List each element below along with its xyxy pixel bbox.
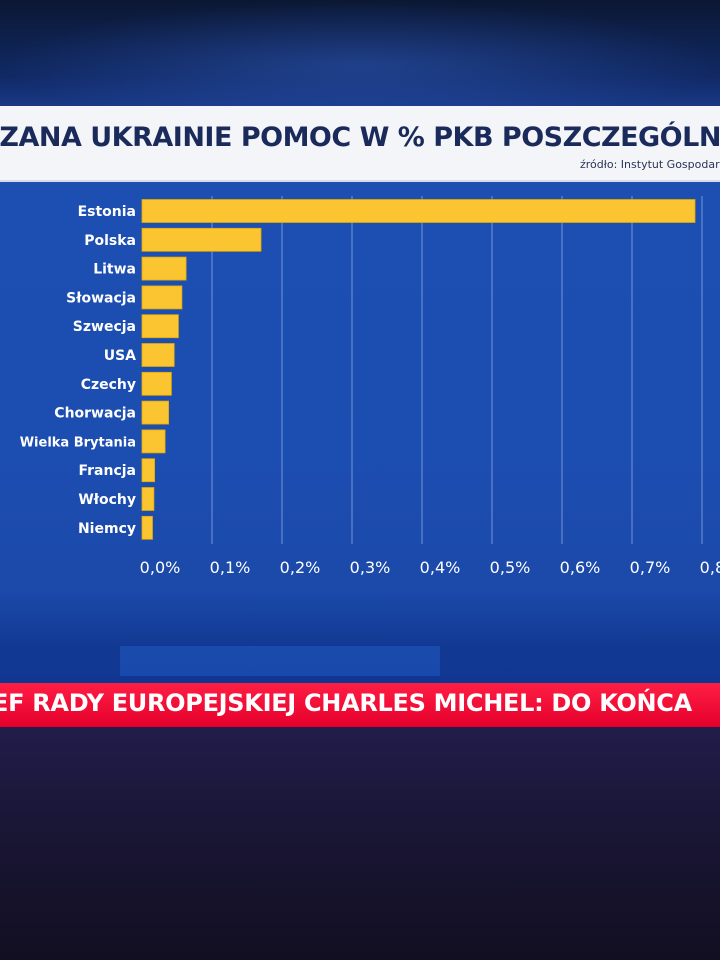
category-labels: Estonia Polska Litwa Słowacja Szwecja USA Czec… bbox=[20, 204, 136, 537]
category-label: Wielka Brytania bbox=[20, 435, 136, 450]
bar bbox=[141, 515, 153, 540]
category-label: Niemcy bbox=[78, 521, 136, 537]
chart-source: źródło: Instytut Gospodark bbox=[579, 158, 720, 171]
category-label: USA bbox=[104, 348, 136, 364]
category-label: Litwa bbox=[93, 262, 136, 278]
tick-label: 0,3% bbox=[350, 558, 391, 577]
bar bbox=[141, 458, 155, 483]
tick-label: 0,7% bbox=[630, 558, 671, 577]
bar bbox=[141, 487, 155, 511]
bar bbox=[141, 343, 175, 367]
tick-label: 0,0% bbox=[140, 558, 181, 577]
panel-stripe bbox=[120, 646, 440, 676]
chart-title: ZANA UKRAINIE POMOC W % PKB POSZCZEGÓLNY bbox=[0, 122, 720, 153]
bars bbox=[141, 199, 696, 540]
bar bbox=[141, 400, 170, 425]
bar-chart: Estonia Polska Litwa Słowacja Szwecja USA Czec… bbox=[20, 196, 720, 577]
category-label: Włochy bbox=[78, 492, 136, 508]
tick-label: 0,5% bbox=[490, 558, 531, 577]
bar bbox=[141, 199, 696, 223]
category-label: Chorwacja bbox=[54, 406, 136, 422]
news-ticker: EF RADY EUROPEJSKIEJ CHARLES MICHEL: DO … bbox=[0, 683, 720, 727]
grid-lines bbox=[211, 196, 703, 544]
screen-top-bezel bbox=[0, 0, 720, 110]
tick-label: 0,4% bbox=[420, 558, 461, 577]
category-label: Polska bbox=[84, 233, 136, 249]
bar bbox=[141, 256, 187, 281]
tick-label: 0,8% bbox=[700, 558, 720, 577]
tick-label: 0,2% bbox=[280, 558, 321, 577]
tick-labels: 0,0% 0,1% 0,2% 0,3% 0,4% 0,5% 0,6% 0,7% 0,8% bbox=[140, 558, 720, 577]
category-label: Czechy bbox=[81, 377, 136, 393]
bar bbox=[141, 314, 179, 339]
bar bbox=[141, 429, 166, 454]
title-bar: ZANA UKRAINIE POMOC W % PKB POSZCZEGÓLNY… bbox=[0, 106, 720, 182]
category-label: Francja bbox=[78, 463, 136, 479]
category-label: Słowacja bbox=[66, 290, 136, 306]
panel-bottom-shade bbox=[0, 590, 720, 683]
category-label: Estonia bbox=[78, 204, 136, 220]
bar bbox=[141, 285, 183, 310]
ticker-text: EF RADY EUROPEJSKIEJ CHARLES MICHEL: DO … bbox=[0, 689, 692, 717]
category-label: Szwecja bbox=[73, 319, 136, 335]
screen-bottom-bezel bbox=[0, 727, 720, 960]
bar bbox=[141, 227, 262, 252]
tick-label: 0,1% bbox=[210, 558, 251, 577]
screen-glow bbox=[0, 0, 720, 110]
bar bbox=[141, 371, 172, 396]
tick-label: 0,6% bbox=[560, 558, 601, 577]
